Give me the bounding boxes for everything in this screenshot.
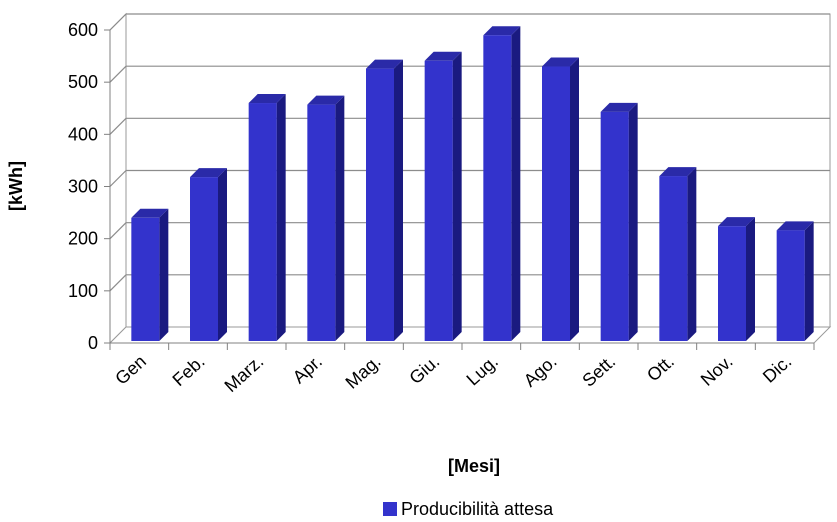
x-tick-label: Apr.	[289, 351, 326, 387]
x-tick-label: Feb.	[169, 351, 209, 390]
bar-side	[687, 167, 697, 341]
gridline-diagonal	[109, 170, 127, 187]
bar-top	[307, 95, 345, 105]
gridline-diagonal	[109, 13, 127, 31]
bar	[424, 51, 462, 342]
bar-top	[366, 59, 403, 69]
bar-top	[542, 57, 579, 67]
bar-top	[776, 221, 814, 231]
bar-front	[424, 60, 453, 342]
x-tick-label: Lug.	[463, 351, 502, 389]
bar-side	[276, 94, 286, 342]
bar	[659, 167, 697, 341]
gridlines	[109, 13, 830, 292]
legend-label: Producibilità attesa	[401, 499, 554, 519]
y-tick-labels: 0 100 200 300 400 500 600	[68, 20, 98, 353]
legend: Producibilità attesa	[383, 499, 554, 519]
bar-front	[307, 104, 336, 342]
x-axis-title: [Mesi]	[448, 456, 500, 476]
y-tick-label: 0	[88, 333, 98, 353]
bar-side	[335, 95, 345, 342]
bar-front	[542, 66, 570, 342]
bar-side	[628, 102, 638, 341]
x-tick-label: Nov.	[697, 351, 737, 390]
bar-top	[190, 168, 227, 178]
bar-front	[190, 177, 218, 341]
bar-side	[394, 59, 403, 341]
y-tick-label: 300	[68, 177, 98, 197]
gridline-diagonal	[109, 65, 127, 83]
bar-top	[718, 217, 755, 227]
bar-front	[659, 176, 688, 341]
y-tick-label: 200	[68, 229, 98, 249]
x-tick-label: Sett.	[578, 351, 619, 391]
bar	[600, 102, 638, 341]
gridline-diagonal	[109, 274, 127, 292]
bar-side	[570, 57, 579, 342]
bar-top	[659, 167, 697, 177]
bar	[366, 59, 403, 341]
bar	[776, 221, 814, 341]
x-tick-labels: Gen Feb. Marz. Apr. Mag. Giu. Lug. Ago. Sett. Ott…	[111, 351, 795, 396]
bar-front	[776, 230, 805, 341]
x-tick-label: Ott.	[643, 351, 678, 385]
y-axis-title: [kWh]	[6, 161, 26, 211]
x-tick-label: Dic.	[759, 351, 795, 387]
x-tick-label: Mag.	[342, 351, 385, 393]
bar	[718, 217, 755, 341]
bar-side	[511, 26, 521, 341]
bar-side	[746, 217, 755, 341]
bar	[190, 168, 227, 341]
x-tick-label: Gen	[111, 351, 150, 389]
bar-side	[804, 221, 814, 341]
bar-front	[600, 111, 629, 341]
bar-side	[218, 168, 227, 341]
bar	[307, 95, 345, 342]
bar-top	[600, 102, 638, 112]
y-tick-label: 100	[68, 281, 98, 301]
bar-top	[483, 26, 521, 36]
bar-front	[248, 103, 277, 342]
axes	[104, 29, 815, 350]
y-tick-label: 600	[68, 20, 98, 40]
x-tick-label: Giu.	[405, 351, 443, 388]
x-tick-label: Marz.	[221, 351, 268, 396]
bar-top	[248, 94, 286, 104]
bar	[483, 26, 521, 341]
bar	[542, 57, 579, 342]
bar-top	[131, 208, 169, 218]
bar	[131, 208, 169, 341]
bar-front	[483, 35, 512, 341]
gridline-diagonal	[109, 222, 127, 240]
y-tick-label: 400	[68, 124, 98, 144]
x-tick-label: Ago.	[520, 351, 561, 391]
bar-top	[424, 51, 462, 61]
gridline-diagonal	[109, 117, 127, 135]
bar-front	[131, 217, 160, 341]
bar-front	[366, 68, 394, 341]
y-tick-label: 500	[68, 72, 98, 92]
bar-front	[718, 226, 746, 341]
bars	[131, 26, 814, 342]
bar-side	[159, 208, 169, 341]
bar-side	[452, 51, 462, 342]
legend-swatch	[383, 502, 397, 516]
bar	[248, 94, 286, 342]
